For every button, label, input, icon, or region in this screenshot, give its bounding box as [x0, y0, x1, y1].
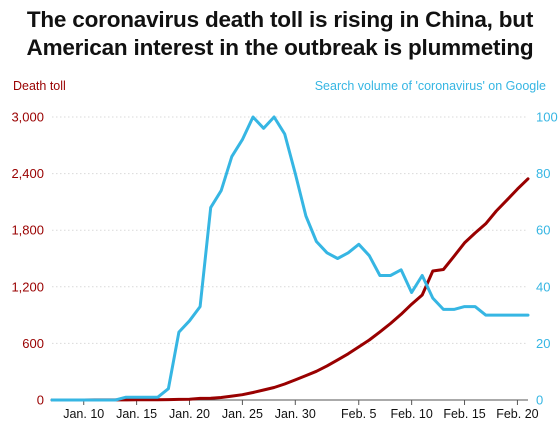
right-tick-label-1: 20 [536, 336, 550, 351]
search-volume-line [50, 115, 530, 402]
chart-title-line-2: American interest in the outbreak is plu… [26, 35, 534, 60]
right-tick-label-3: 60 [536, 223, 550, 238]
left-tick-label-3: 1,800 [11, 223, 44, 238]
x-tick-label-2: Jan. 20 [169, 407, 210, 421]
death-toll-line [50, 177, 530, 402]
right-axis-label: Search volume of 'coronavirus' on Google [314, 79, 546, 93]
right-tick-label-5: 100 [536, 110, 558, 125]
chart-title-line-1: The coronavirus death toll is rising in … [26, 7, 534, 32]
x-tick-label-1: Jan. 15 [116, 407, 157, 421]
x-tick-label-6: Feb. 10 [390, 407, 432, 421]
x-tick-label-7: Feb. 15 [443, 407, 485, 421]
left-tick-label-1: 600 [22, 336, 44, 351]
right-tick-label-4: 80 [536, 166, 550, 181]
x-tick-label-3: Jan. 25 [222, 407, 263, 421]
left-tick-label-0: 0 [37, 393, 44, 408]
left-tick-label-4: 2,400 [11, 166, 44, 181]
left-tick-label-5: 3,000 [11, 110, 44, 125]
left-axis-label: Death toll [13, 79, 66, 93]
right-tick-label-2: 40 [536, 279, 550, 294]
right-tick-label-0: 0 [536, 393, 543, 408]
left-tick-label-2: 1,200 [11, 279, 44, 294]
chart-title: The coronavirus death toll is rising in … [0, 6, 560, 62]
x-tick-label-4: Jan. 30 [275, 407, 316, 421]
x-tick-label-8: Feb. 20 [496, 407, 538, 421]
x-tick-label-0: Jan. 10 [63, 407, 104, 421]
x-tick-label-5: Feb. 5 [341, 407, 376, 421]
